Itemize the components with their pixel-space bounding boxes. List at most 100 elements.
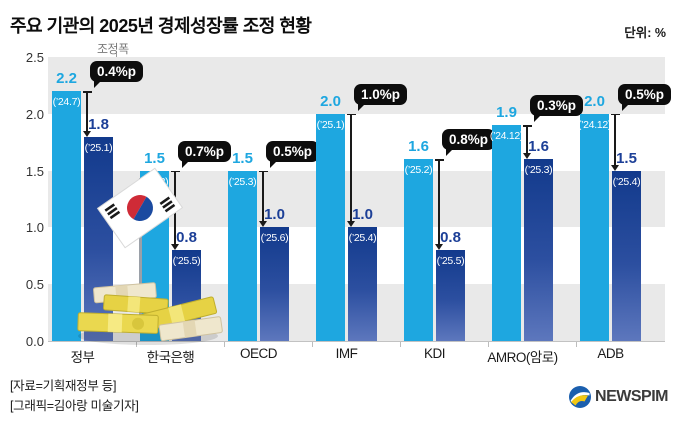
revised-value-label: 1.0	[352, 206, 373, 224]
revised-date-label: (’25.3)	[524, 164, 553, 177]
prev-date-label: (’25.1)	[316, 118, 345, 131]
category-label: AMRO(암로)	[487, 350, 558, 365]
revised-value-label: 1.0	[264, 206, 285, 224]
revised-value-label: 1.5	[616, 149, 637, 167]
revised-forecast-bar	[348, 227, 377, 341]
chart-plot-area: 2.2 (’24.7) 1.8 (’25.1) 0.4%p 정부 1.5 (’25.2) 0.8…	[48, 57, 672, 365]
adjustment-arrow-line	[614, 113, 616, 167]
category-label: 한국은행	[146, 350, 195, 365]
prev-value-label: 1.9	[496, 104, 517, 122]
adjustment-arrow-head	[434, 244, 443, 251]
x-axis-tick	[136, 342, 137, 347]
category-label: KDI	[423, 346, 446, 361]
credit-line: [그래픽=김아랑 미술기자]	[10, 399, 139, 413]
x-axis-tick	[312, 342, 313, 347]
revised-date-label: (’25.5)	[172, 255, 201, 268]
prev-forecast-bar	[580, 113, 609, 341]
footer-credits: [자료=기획재정부 등] [그래픽=김아랑 미술기자]	[10, 376, 139, 416]
adjustment-arrow-line	[174, 170, 176, 247]
bubble-tail	[622, 102, 630, 111]
adjustment-bubble: 0.5%p	[618, 83, 672, 111]
revised-value-label: 0.8	[176, 229, 197, 247]
prev-date-label: (’25.3)	[228, 175, 257, 188]
prev-date-label: (’25.2)	[404, 164, 433, 177]
revised-date-label: (’25.4)	[612, 175, 641, 188]
newspim-logo-text: NEWSPIM	[595, 388, 668, 405]
adjustment-arrow-head	[258, 221, 267, 228]
prev-value-label: 1.6	[408, 138, 429, 156]
bubble-tail	[446, 148, 454, 157]
y-axis-tick-label: 0.0	[25, 334, 44, 349]
page-title: 주요 기관의 2025년 경제성장률 조정 현황	[10, 16, 312, 36]
bubble-tail	[94, 80, 102, 89]
y-axis-tick-label: 2.0	[25, 106, 44, 122]
y-axis-tick-label: 0.5	[25, 277, 44, 293]
adjustment-arrow-head	[610, 164, 619, 171]
adjustment-arrow-line	[262, 170, 264, 224]
adjustment-arrow-head	[522, 153, 531, 160]
prev-date-label: (’24.7)	[52, 96, 81, 109]
adjustment-arrow-line	[526, 125, 528, 156]
x-axis-tick	[488, 342, 489, 347]
prev-date-label: (’24.12)	[489, 130, 524, 143]
adjustment-bubble: 0.4%p	[90, 61, 144, 89]
prev-forecast-bar	[492, 125, 521, 341]
revised-date-label: (’25.6)	[260, 232, 289, 245]
revised-date-label: (’25.5)	[436, 255, 465, 268]
x-axis-tick	[576, 342, 577, 347]
prev-value-label: 1.5	[232, 149, 253, 167]
revised-forecast-bar	[436, 250, 465, 341]
bubble-tail	[534, 114, 542, 123]
adjustment-legend-tick	[116, 53, 117, 59]
adjustment-bubble: 0.5%p	[266, 140, 320, 168]
bubble-tail	[270, 159, 278, 168]
adjustment-bubble: 0.3%p	[530, 95, 584, 123]
adjustment-bubble: 1.0%p	[354, 83, 408, 111]
prev-value-label: 1.5	[144, 149, 165, 167]
grid-band	[48, 113, 665, 171]
revised-forecast-bar	[260, 227, 289, 341]
prev-value-label: 2.0	[320, 92, 341, 110]
revised-date-label: (’25.1)	[84, 141, 113, 154]
y-axis-tick-label: 2.5	[25, 50, 44, 65]
prev-forecast-bar	[52, 91, 81, 341]
adjustment-arrow-head	[82, 130, 91, 137]
adjustment-arrow-line	[86, 91, 88, 133]
newspim-logo: NEWSPIM	[569, 386, 668, 408]
prev-date-label: (’24.12)	[577, 118, 612, 131]
y-axis-tick-label: 1.0	[25, 220, 44, 236]
x-axis-tick	[400, 342, 401, 347]
adjustment-arrow-head	[346, 221, 355, 228]
newspim-logo-icon	[569, 386, 592, 408]
prev-forecast-bar	[404, 159, 433, 341]
revised-value-label: 1.6	[528, 138, 549, 156]
y-axis-tick-label: 1.5	[25, 163, 44, 179]
prev-date-label: (’25.2)	[140, 175, 169, 188]
source-line: [자료=기획재정부 등]	[10, 379, 117, 393]
adjustment-arrow-head	[170, 244, 179, 251]
category-label: OECD	[239, 346, 278, 361]
bubble-tail	[358, 102, 366, 111]
adjustment-arrow-line	[438, 159, 440, 247]
revised-forecast-bar	[524, 159, 553, 341]
revised-forecast-bar	[84, 136, 113, 341]
prev-value-label: 2.2	[56, 70, 77, 88]
adjustment-arrow-line	[350, 113, 352, 224]
revised-value-label: 0.8	[440, 229, 461, 247]
category-label: 정부	[70, 350, 95, 365]
revised-forecast-bar	[612, 170, 641, 341]
prev-forecast-bar	[140, 170, 169, 341]
adjustment-bubble: 0.8%p	[442, 129, 496, 157]
revised-date-label: (’25.4)	[348, 232, 377, 245]
unit-label: 단위: %	[624, 26, 666, 40]
adjustment-bubble: 0.7%p	[178, 140, 232, 168]
prev-forecast-bar	[228, 170, 257, 341]
prev-forecast-bar	[316, 113, 345, 341]
category-label: ADB	[597, 346, 624, 361]
category-label: IMF	[335, 346, 358, 361]
x-axis-line	[48, 341, 665, 342]
bubble-tail	[182, 159, 190, 168]
x-axis-tick	[224, 342, 225, 347]
adjustment-legend-label: 조정폭	[97, 42, 129, 56]
